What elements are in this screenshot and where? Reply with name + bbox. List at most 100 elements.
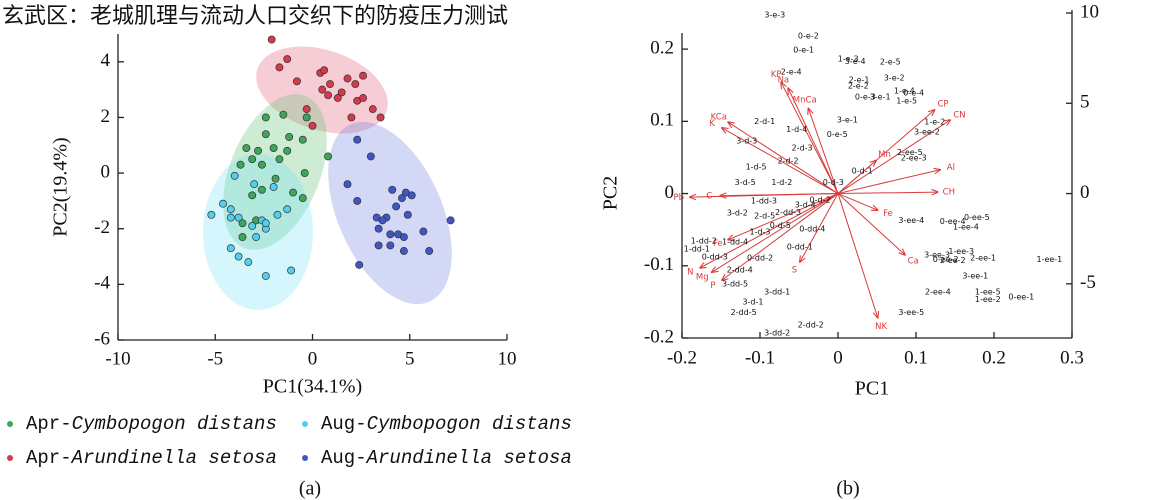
y-tick-label: -0.1 <box>644 254 674 275</box>
point <box>275 155 284 164</box>
x-tick-label: 0 <box>833 347 843 368</box>
point <box>275 63 284 72</box>
point <box>267 35 276 44</box>
loading-label: MnCa <box>793 95 817 105</box>
legend-marker <box>7 421 13 427</box>
sample-label: 3-dd-1 <box>764 287 790 296</box>
y-tick-label: -2 <box>94 217 110 238</box>
y-tick-label: -4 <box>94 273 110 294</box>
point <box>279 110 288 119</box>
point <box>392 202 401 211</box>
sample-label: 1-ee-2 <box>975 295 1001 304</box>
point <box>359 71 368 80</box>
point <box>320 66 329 75</box>
point <box>248 155 257 164</box>
loading-arrow <box>728 122 839 194</box>
sample-label: 0-d-3 <box>823 178 844 187</box>
point <box>283 55 292 63</box>
point <box>242 144 251 153</box>
point <box>359 94 368 102</box>
sample-label: 1-e-4 <box>894 87 915 96</box>
point <box>250 180 259 189</box>
point <box>271 174 280 183</box>
point <box>230 171 239 180</box>
x-tick-label: -0.2 <box>667 347 697 368</box>
loading-label: CH <box>943 187 955 197</box>
sample-label: 2-dd-3 <box>775 208 801 217</box>
loading-label: Ca <box>908 257 919 267</box>
sample-label: 3-e-1 <box>837 115 858 124</box>
x-tick-label: -5 <box>207 348 223 369</box>
point <box>236 160 245 169</box>
sample-label: 2-d-3 <box>792 144 813 153</box>
sample-label: 2-e-5 <box>880 58 901 67</box>
ellipse <box>203 154 313 310</box>
sample-label: 1-d-4 <box>786 125 807 134</box>
sample-label: 2-ee-4 <box>925 287 951 296</box>
loading-arrow <box>837 110 935 194</box>
loading-label: Fe <box>883 209 893 219</box>
loading-arrow <box>837 193 878 318</box>
sample-label: 3-e-2 <box>884 74 905 83</box>
y2-tick-label: 10 <box>1080 1 1099 22</box>
loading-label: KP <box>771 70 782 80</box>
sample-label: 1-ee-5 <box>975 287 1001 296</box>
sample-label: 3-dd-2 <box>764 328 790 337</box>
loading-arrow <box>808 108 839 194</box>
sample-label: 1-ee-4 <box>953 222 979 231</box>
page-title: 玄武区：老城肌理与流动人口交织下的防疫压力测试 <box>2 4 508 29</box>
point <box>446 216 455 225</box>
loading-arrow <box>800 193 839 263</box>
point <box>261 130 270 139</box>
point <box>366 152 375 161</box>
sample-label: 2-e-4 <box>781 68 802 77</box>
point <box>261 113 270 122</box>
sample-label: 1-d-5 <box>746 162 767 171</box>
y-axis-label: PC2 <box>600 176 622 210</box>
panel-label: (b) <box>836 478 859 500</box>
sample-label: 0-e-2 <box>798 32 819 41</box>
point <box>254 146 262 155</box>
point <box>269 183 278 191</box>
sample-label: 1-ee-3 <box>948 247 974 256</box>
y-tick-label: 0.1 <box>650 110 674 131</box>
loading-label: CP <box>938 99 949 109</box>
legend-label: Aug-Cymbopogon distans <box>321 413 572 435</box>
sample-label: 3-d-5 <box>735 178 756 187</box>
sample-label: 2-dd-2 <box>798 321 824 330</box>
sample-label: 2-dd-5 <box>731 308 757 317</box>
sample-label: 0-dd-4 <box>799 224 825 233</box>
loading-label: C <box>706 191 712 201</box>
legend-marker <box>302 421 308 427</box>
legend-label: Apr-Cymbopogon distans <box>26 413 277 435</box>
loading-arrow <box>781 82 839 194</box>
x-tick-label: 0.1 <box>904 347 928 368</box>
point <box>207 210 216 219</box>
point <box>353 196 362 205</box>
sample-label: 2-ee-2 <box>940 256 966 265</box>
point <box>343 74 352 83</box>
loading-label: S <box>792 266 797 276</box>
loading-label: KCa <box>711 113 727 123</box>
point <box>302 113 311 122</box>
sample-label: 1-dd-1 <box>684 245 710 254</box>
x-tick-label: -10 <box>105 348 130 369</box>
loading-arrow <box>722 193 839 281</box>
sample-label: 3-e-4 <box>845 57 866 66</box>
point <box>261 272 270 280</box>
point <box>351 80 360 89</box>
sample-label: 1-e-3 <box>838 55 859 64</box>
x-tick-label: 5 <box>405 348 415 369</box>
sample-label: 2-ee-3 <box>901 154 927 163</box>
x-axis-label: PC1(34.1%) <box>263 376 362 398</box>
sample-label: 0-d-2 <box>810 196 831 205</box>
sample-label: 3-d-4 <box>795 201 816 210</box>
sample-label: 3-ee-1 <box>962 271 988 280</box>
point <box>298 194 307 203</box>
point <box>248 191 257 200</box>
sample-label: 1-d-3 <box>749 227 770 236</box>
loading-arrow <box>728 193 839 240</box>
sample-label: 3-ee-2 <box>914 128 940 137</box>
ellipse <box>223 94 327 250</box>
